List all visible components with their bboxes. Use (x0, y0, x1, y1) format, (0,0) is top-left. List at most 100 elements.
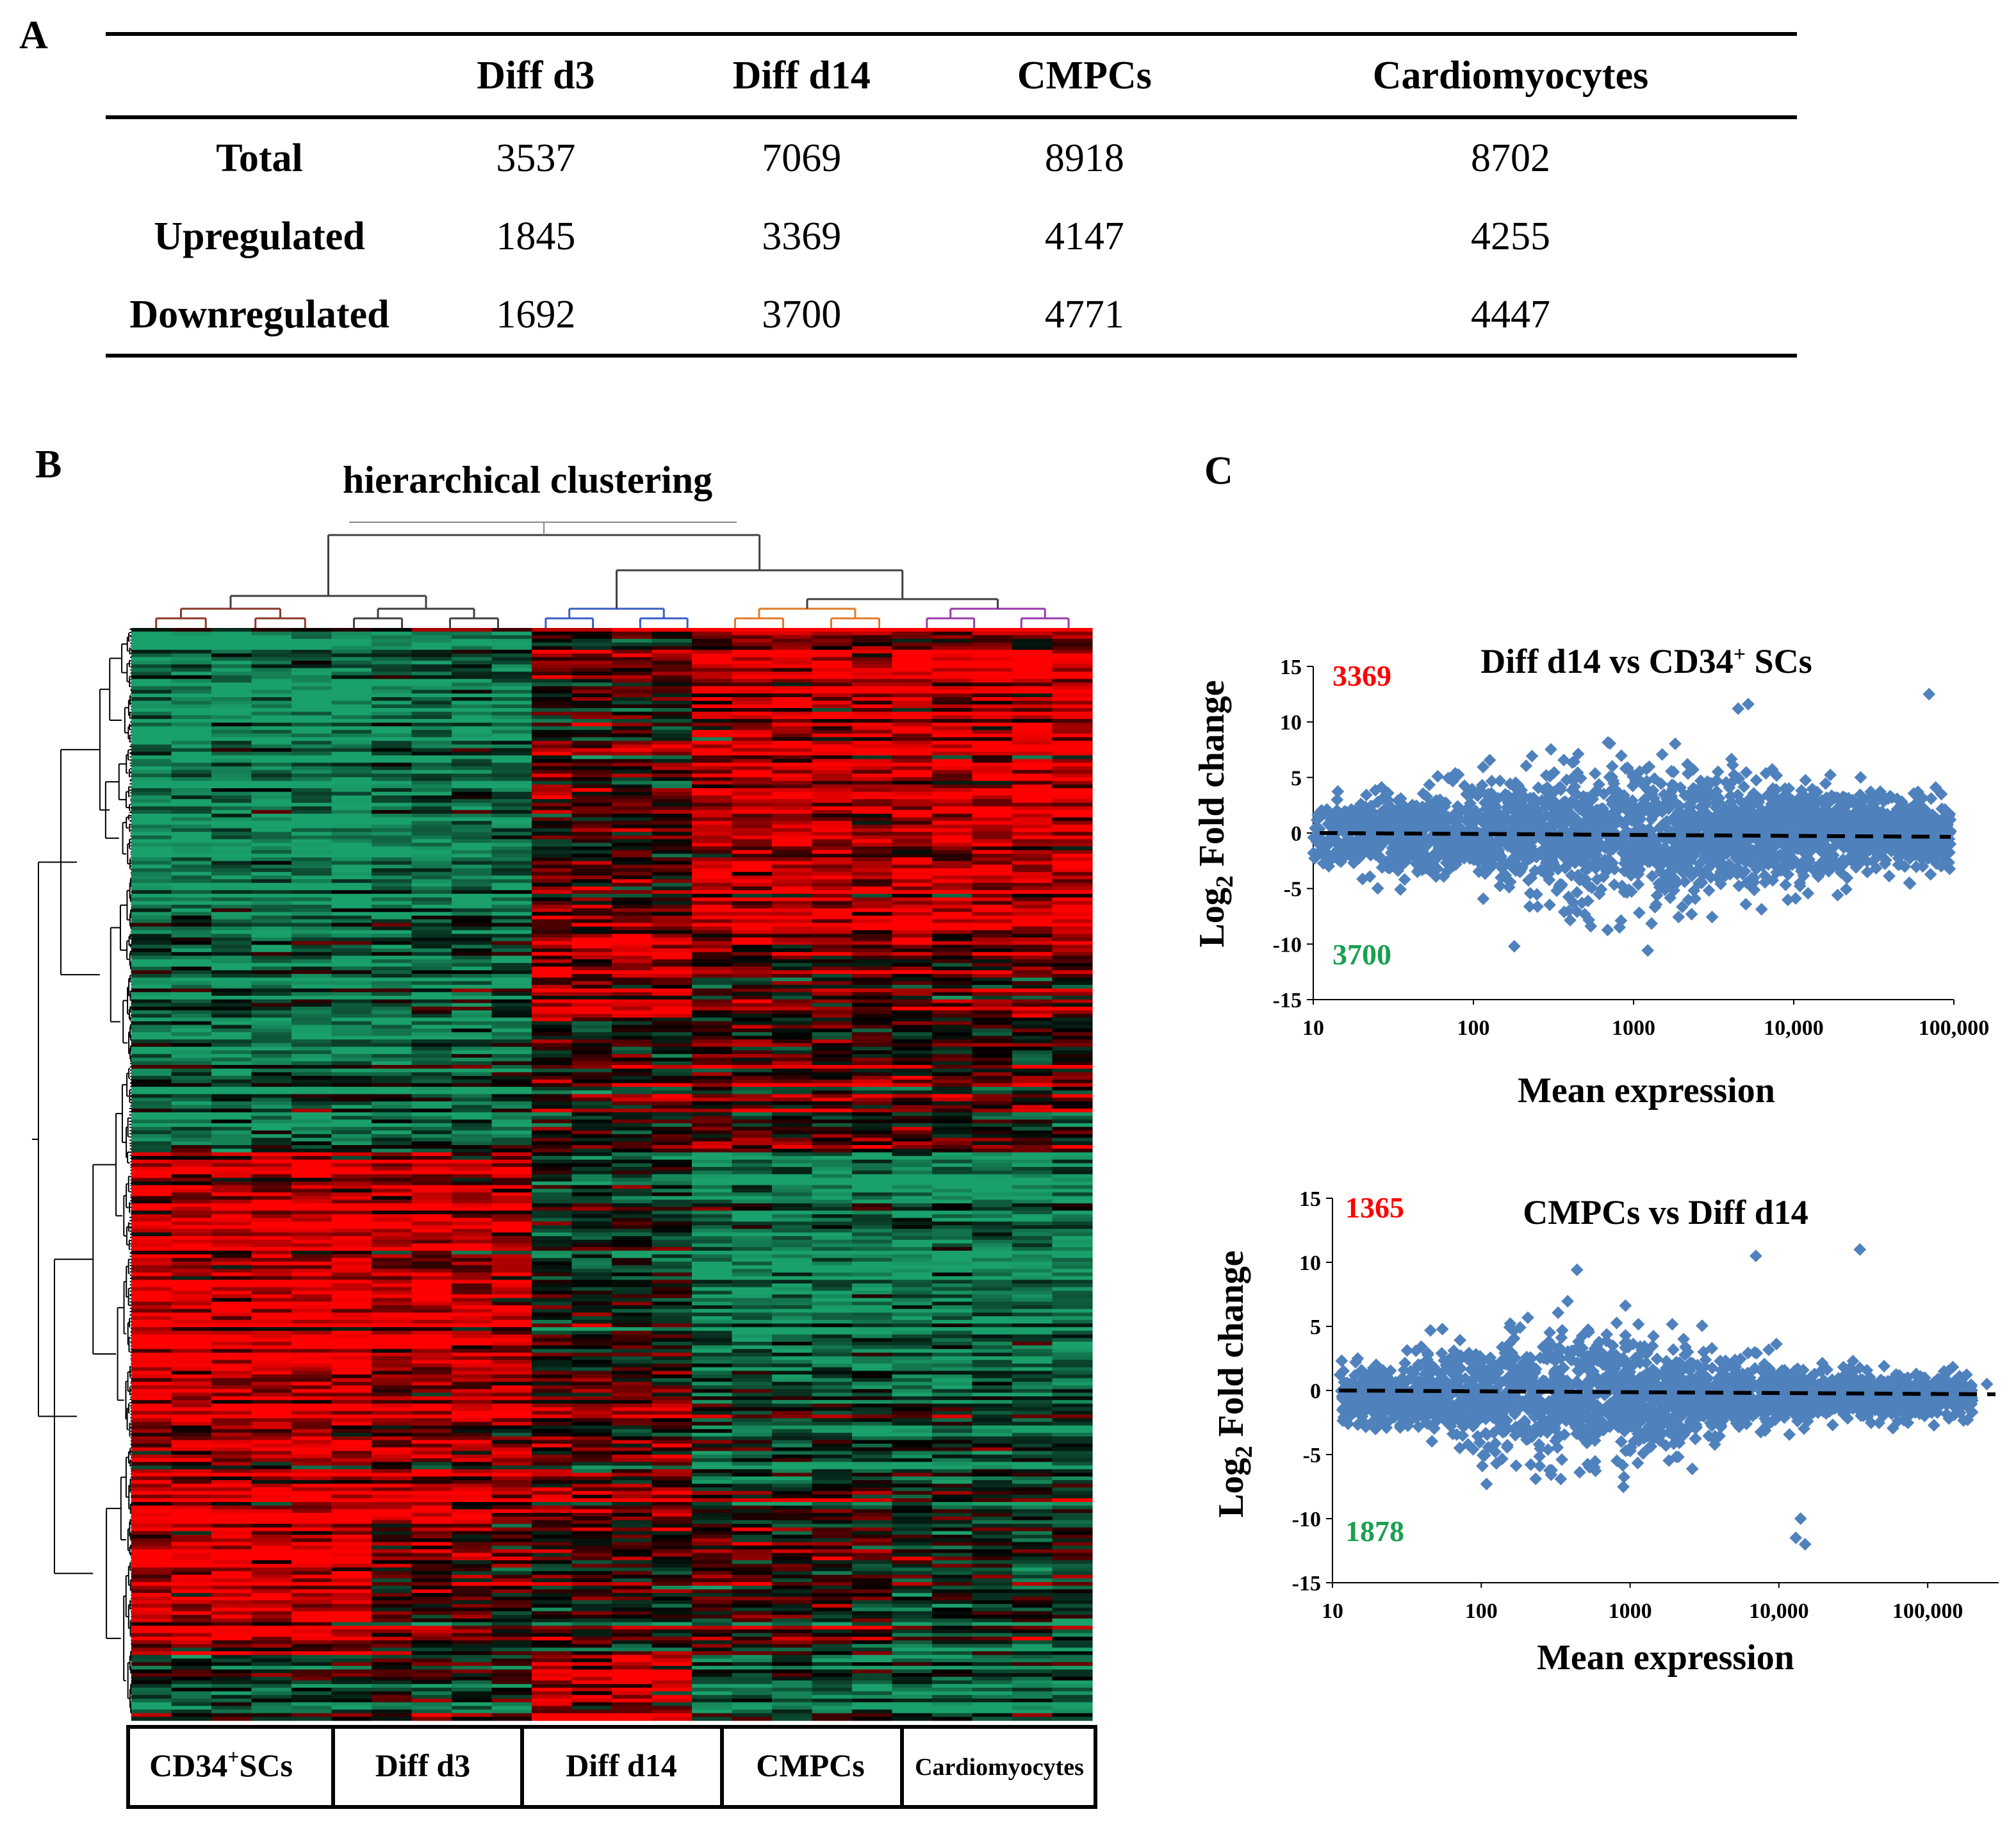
heatmap-cell (612, 1003, 653, 1007)
heatmap-cell (291, 744, 332, 749)
heatmap-cell (251, 988, 292, 993)
heatmap-cell (932, 1141, 973, 1146)
heatmap-cell (571, 1101, 612, 1106)
heatmap-cell (532, 1072, 573, 1076)
heatmap-cell (411, 981, 452, 986)
heatmap-cell (1052, 843, 1093, 847)
heatmap-cell (452, 861, 493, 866)
heatmap-cell (932, 966, 973, 971)
heatmap-cell (171, 1090, 212, 1095)
heatmap-cell (932, 733, 973, 738)
heatmap-cell (732, 861, 773, 866)
heatmap-cell (612, 1178, 653, 1182)
heatmap-cell (652, 1141, 692, 1146)
heatmap-cell (131, 821, 172, 825)
heatmap-cell (772, 1101, 813, 1106)
heatmap-cell (932, 919, 973, 923)
heatmap-cell (211, 704, 252, 709)
heatmap-cell (291, 846, 332, 851)
heatmap-cell (772, 1214, 813, 1219)
heatmap-cell (372, 1116, 413, 1120)
heatmap-cell (251, 854, 292, 858)
heatmap-cell (452, 893, 493, 898)
heatmap-cell (411, 988, 452, 993)
heatmap-cell (571, 854, 612, 858)
heatmap-cell (571, 839, 612, 843)
heatmap-cell (131, 1250, 172, 1255)
heatmap-cell (732, 846, 773, 851)
heatmap-cell (812, 1053, 853, 1059)
heatmap-cell (491, 693, 532, 698)
heatmap-cell (211, 1196, 252, 1200)
heatmap-cell (652, 1021, 692, 1026)
heatmap-cell (211, 1170, 252, 1175)
heatmap-cell (1012, 1200, 1053, 1204)
heatmap-cell (692, 704, 733, 709)
heatmap-cell (732, 1163, 773, 1167)
heatmap-cell (892, 999, 933, 1003)
heatmap-cell (331, 1021, 372, 1026)
heatmap-cell (852, 755, 893, 760)
heatmap-cell (772, 646, 813, 650)
heatmap-cell (491, 1025, 532, 1029)
heatmap-cell (532, 1137, 573, 1142)
heatmap-cell (291, 726, 332, 730)
heatmap-cell (452, 828, 493, 832)
heatmap-cell (652, 773, 692, 778)
heatmap-cell (852, 1061, 893, 1066)
heatmap-cell (932, 810, 973, 814)
heatmap-cell (972, 1065, 1013, 1069)
heatmap-cell (331, 748, 372, 752)
heatmap-cell (411, 697, 452, 702)
heatmap-cell (571, 977, 612, 982)
heatmap-cell (291, 1145, 332, 1150)
heatmap-cell (491, 1072, 532, 1076)
heatmap-cell (211, 999, 252, 1003)
heatmap-cell (491, 780, 532, 785)
heatmap-cell (812, 1039, 853, 1044)
heatmap-cell (131, 770, 172, 774)
heatmap-cell (571, 1003, 612, 1007)
heatmap-cell (652, 635, 692, 639)
heatmap-cell (932, 1247, 973, 1251)
heatmap-cell (331, 755, 372, 760)
heatmap-cell (251, 970, 292, 975)
heatmap-cell (732, 821, 773, 825)
heatmap-cell (1012, 915, 1053, 920)
heatmap-cell (452, 813, 493, 818)
heatmap-cell (452, 682, 493, 687)
heatmap-cell (692, 810, 733, 814)
heatmap-cell (532, 1243, 573, 1248)
heatmap-cell (491, 1210, 532, 1215)
heatmap-cell (211, 1116, 252, 1120)
heatmap-cell (532, 744, 573, 749)
heatmap-cell (972, 1079, 1013, 1084)
heatmap-cell (1012, 832, 1053, 836)
heatmap-cell (692, 871, 733, 877)
heatmap-cell (211, 1065, 252, 1069)
heatmap-cell (131, 1196, 172, 1200)
heatmap-cell (1012, 697, 1053, 702)
heatmap-cell (692, 1032, 733, 1037)
heatmap-cell (1012, 679, 1053, 683)
heatmap-cell (452, 715, 493, 720)
heatmap-cell (171, 752, 212, 756)
heatmap-cell (452, 763, 493, 767)
heatmap-cell (732, 919, 773, 923)
heatmap-cell (291, 937, 332, 942)
heatmap-cell (652, 1090, 692, 1095)
heatmap-cell (171, 937, 212, 942)
heatmap-cell (612, 1021, 653, 1026)
heatmap-cell (211, 1148, 252, 1153)
heatmap-cell (131, 1221, 172, 1226)
heatmap-cell (1012, 642, 1053, 647)
heatmap-cell (892, 1021, 933, 1026)
heatmap-cell (732, 1189, 773, 1193)
heatmap-cell (1012, 795, 1053, 800)
heatmap-cell (812, 741, 853, 745)
heatmap-cell (652, 864, 692, 869)
heatmap-cell (532, 959, 573, 964)
heatmap-cell (1052, 689, 1093, 694)
heatmap-cell (411, 857, 452, 862)
heatmap-cell (812, 959, 853, 964)
